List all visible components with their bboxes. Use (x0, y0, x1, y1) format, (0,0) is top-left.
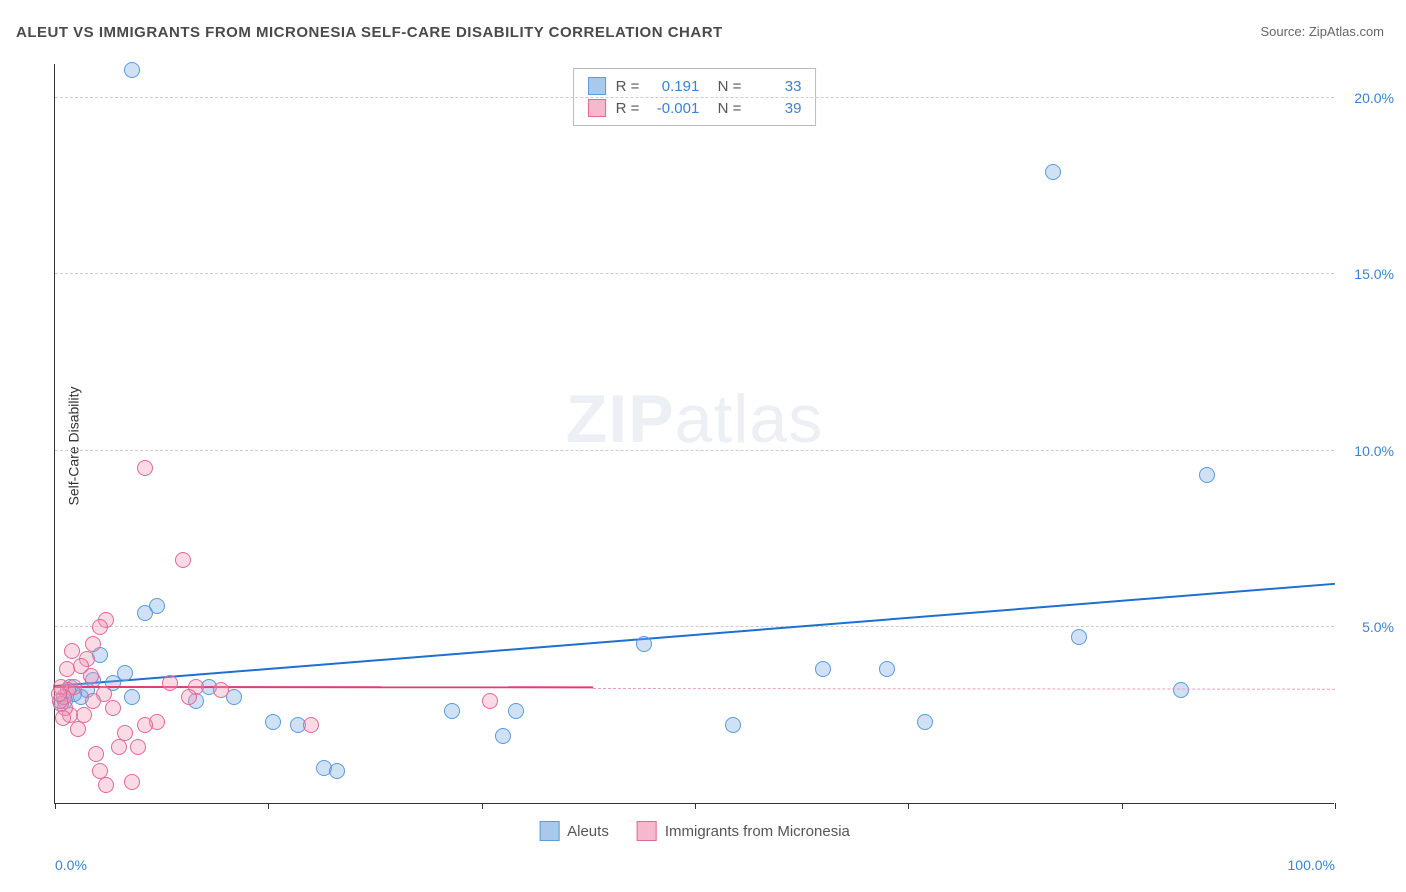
gridline-horizontal (55, 626, 1334, 627)
data-point (111, 739, 127, 755)
stats-n-value-1: 33 (751, 78, 801, 95)
stats-r-label: R = (616, 78, 640, 95)
x-tick-label: 100.0% (1288, 857, 1335, 873)
data-point (815, 661, 831, 677)
data-point (1071, 629, 1087, 645)
data-point (636, 636, 652, 652)
data-point (879, 661, 895, 677)
stats-row-series1: R = 0.191 N = 33 (588, 75, 802, 97)
data-point (137, 717, 153, 733)
data-point (124, 774, 140, 790)
stats-r-label: R = (616, 100, 640, 117)
data-point (51, 686, 67, 702)
x-tick (1122, 803, 1123, 809)
data-point (1045, 164, 1061, 180)
watermark-text: ZIPatlas (566, 380, 823, 458)
legend-label-aleuts: Aleuts (567, 823, 609, 840)
stats-row-series2: R = -0.001 N = 39 (588, 97, 802, 119)
legend-item-micronesia: Immigrants from Micronesia (637, 821, 850, 841)
data-point (85, 693, 101, 709)
stats-swatch-micronesia (588, 99, 606, 117)
x-tick (908, 803, 909, 809)
data-point (1173, 682, 1189, 698)
trend-line (55, 686, 593, 688)
scatter-plot: ZIPatlas R = 0.191 N = 33 R = -0.001 N =… (54, 64, 1334, 804)
data-point (92, 619, 108, 635)
data-point (124, 689, 140, 705)
y-tick-label: 5.0% (1339, 619, 1394, 635)
legend-label-micronesia: Immigrants from Micronesia (665, 823, 850, 840)
x-tick (695, 803, 696, 809)
data-point (482, 693, 498, 709)
data-point (303, 717, 319, 733)
chart-title: ALEUT VS IMMIGRANTS FROM MICRONESIA SELF… (16, 24, 723, 41)
source-attribution: Source: ZipAtlas.com (1260, 24, 1384, 39)
stats-r-value-1: 0.191 (649, 78, 699, 95)
data-point (162, 675, 178, 691)
gridline-horizontal (55, 450, 1334, 451)
data-point (329, 763, 345, 779)
gridline-horizontal (55, 273, 1334, 274)
data-point (105, 700, 121, 716)
data-point (917, 714, 933, 730)
data-point (98, 777, 114, 793)
data-point (444, 703, 460, 719)
x-tick (1335, 803, 1336, 809)
data-point (725, 717, 741, 733)
data-point (508, 703, 524, 719)
x-tick (482, 803, 483, 809)
data-point (137, 460, 153, 476)
trend-line-extrapolated (593, 688, 1335, 690)
stats-n-label: N = (709, 78, 741, 95)
legend-item-aleuts: Aleuts (539, 821, 609, 841)
x-tick (268, 803, 269, 809)
trend-line (55, 583, 1335, 687)
data-point (59, 661, 75, 677)
y-tick-label: 15.0% (1339, 266, 1394, 282)
x-tick-label: 0.0% (55, 857, 87, 873)
data-point (92, 763, 108, 779)
y-tick-label: 10.0% (1339, 443, 1394, 459)
data-point (130, 739, 146, 755)
series-legend: Aleuts Immigrants from Micronesia (539, 821, 850, 841)
y-tick-label: 20.0% (1339, 90, 1394, 106)
stats-n-label: N = (709, 100, 741, 117)
data-point (88, 746, 104, 762)
data-point (64, 643, 80, 659)
data-point (124, 62, 140, 78)
data-point (70, 721, 86, 737)
x-tick (55, 803, 56, 809)
data-point (1199, 467, 1215, 483)
gridline-horizontal (55, 97, 1334, 98)
data-point (117, 665, 133, 681)
stats-n-value-2: 39 (751, 100, 801, 117)
data-point (73, 658, 89, 674)
data-point (181, 689, 197, 705)
data-point (175, 552, 191, 568)
data-point (265, 714, 281, 730)
stats-r-value-2: -0.001 (649, 100, 699, 117)
data-point (137, 605, 153, 621)
data-point (213, 682, 229, 698)
legend-swatch-micronesia (637, 821, 657, 841)
data-point (495, 728, 511, 744)
data-point (55, 710, 71, 726)
stats-swatch-aleuts (588, 77, 606, 95)
legend-swatch-aleuts (539, 821, 559, 841)
